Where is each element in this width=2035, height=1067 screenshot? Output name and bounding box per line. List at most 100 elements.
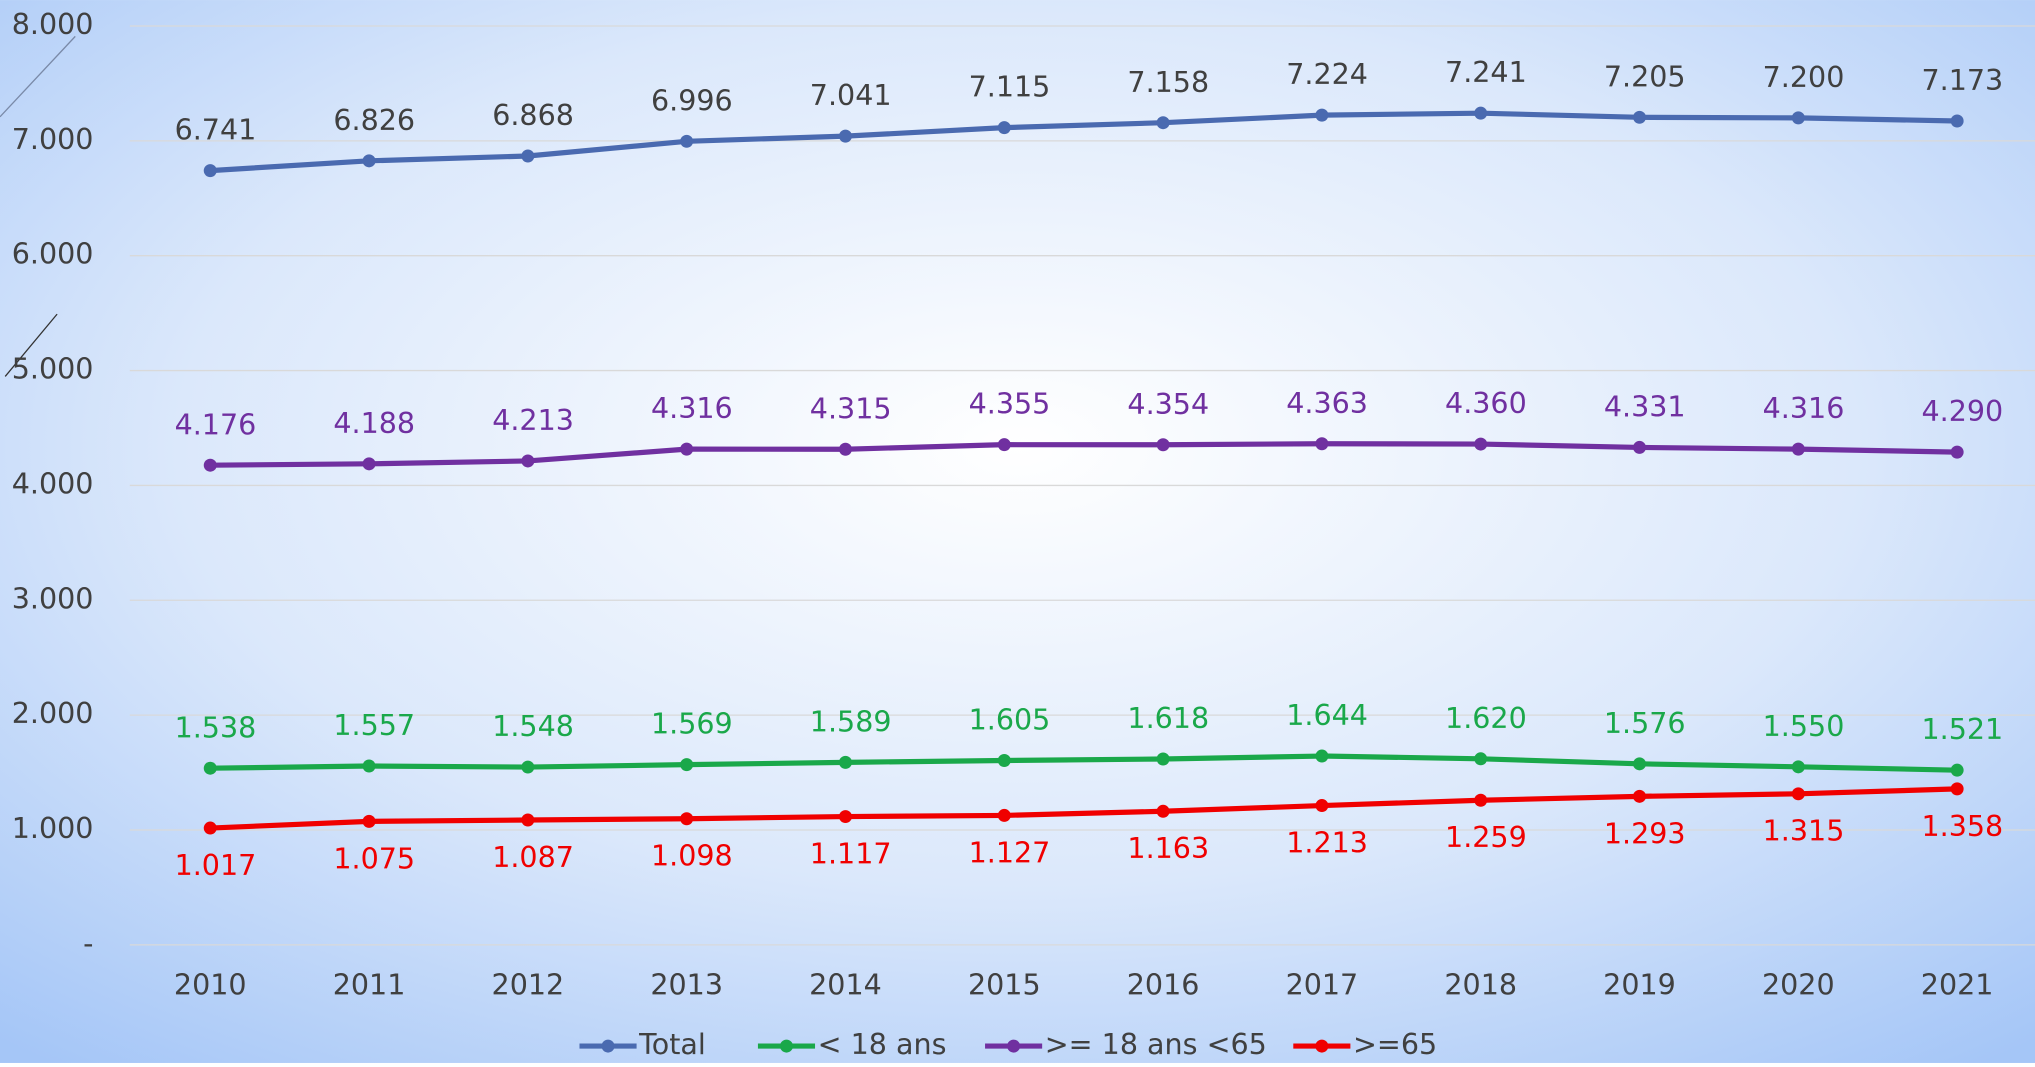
x-tick-label: 2020 [1762, 967, 1835, 1001]
data-point [1156, 804, 1170, 818]
data-label: 7.241 [1445, 55, 1527, 89]
data-label: 1.213 [1286, 825, 1368, 859]
data-label: 7.115 [969, 70, 1051, 104]
data-point [1791, 111, 1805, 125]
data-point [1474, 793, 1488, 807]
data-point [1950, 782, 1964, 796]
data-point [1156, 116, 1170, 130]
data-point [1315, 799, 1329, 813]
data-label: 6.868 [492, 98, 574, 132]
y-tick-label: 7.000 [12, 122, 94, 156]
legend-label: Total [638, 1027, 706, 1061]
data-label: 4.331 [1604, 389, 1686, 423]
data-point [203, 761, 217, 775]
data-point [997, 121, 1011, 135]
data-point [362, 814, 376, 828]
data-label: 1.087 [492, 840, 574, 874]
x-tick-label: 2011 [333, 967, 406, 1001]
data-label: 1.098 [651, 839, 733, 873]
data-label: 7.224 [1286, 57, 1368, 91]
data-point [362, 154, 376, 168]
series-line [210, 786, 1958, 831]
data-label: 1.589 [810, 704, 892, 738]
legend-label: < 18 ans [818, 1027, 947, 1061]
series-line [210, 441, 1958, 468]
data-point [1315, 749, 1329, 763]
data-label: 4.290 [1921, 394, 2003, 428]
x-tick-label: 2018 [1444, 967, 1517, 1001]
data-label: 4.315 [810, 391, 892, 425]
x-tick-label: 2021 [1921, 967, 1994, 1001]
legend-marker [1315, 1039, 1329, 1053]
data-point [1950, 114, 1964, 128]
data-label: 1.576 [1604, 706, 1686, 740]
data-label: 1.358 [1921, 809, 2003, 843]
data-label: 1.569 [651, 707, 733, 741]
data-label: 4.363 [1286, 386, 1368, 420]
data-label: 7.205 [1604, 59, 1686, 93]
data-point [680, 442, 694, 456]
data-point [997, 808, 1011, 822]
data-point [1791, 442, 1805, 456]
data-label: 4.355 [969, 387, 1051, 421]
data-label: 1.127 [969, 835, 1051, 869]
x-tick-label: 2010 [174, 967, 247, 1001]
legend-marker [779, 1039, 793, 1053]
data-label: 1.618 [1127, 701, 1209, 735]
data-point [838, 129, 852, 143]
data-point [680, 134, 694, 148]
data-point [362, 759, 376, 773]
data-point [1950, 445, 1964, 459]
data-label: 4.213 [492, 403, 574, 437]
data-label: 1.538 [175, 710, 257, 744]
legend-marker [1007, 1039, 1021, 1053]
data-label: 7.041 [810, 78, 892, 112]
data-label: 7.173 [1921, 63, 2003, 97]
y-tick-label: 4.000 [12, 466, 94, 500]
legend-label: >= 18 ans <65 [1045, 1027, 1267, 1061]
decoration [4, 313, 58, 377]
x-tick-label: 2019 [1603, 967, 1676, 1001]
data-point [838, 755, 852, 769]
y-tick-label: 8.000 [12, 7, 94, 41]
series-line [210, 753, 1958, 773]
data-label: 1.557 [333, 708, 415, 742]
y-tick-label: 2.000 [12, 696, 94, 730]
data-point [1474, 106, 1488, 120]
y-tick-label: 5.000 [12, 352, 94, 386]
data-point [203, 458, 217, 472]
y-tick-label: 3.000 [12, 581, 94, 615]
data-point [521, 149, 535, 163]
data-point [1950, 763, 1964, 777]
data-label: 6.996 [651, 83, 733, 117]
data-point [1791, 787, 1805, 801]
data-point [1156, 752, 1170, 766]
data-point [1633, 110, 1647, 124]
x-tick-label: 2014 [809, 967, 882, 1001]
x-tick-label: 2013 [650, 967, 723, 1001]
y-tick-label: 1.000 [12, 811, 94, 845]
data-point [1633, 757, 1647, 771]
data-point [362, 457, 376, 471]
data-label: 6.826 [333, 103, 415, 137]
data-point [203, 821, 217, 835]
data-point [1156, 438, 1170, 452]
data-point [1633, 440, 1647, 454]
data-label: 1.075 [333, 841, 415, 875]
data-point [1633, 789, 1647, 803]
data-label: 1.620 [1445, 701, 1527, 735]
data-label: 1.315 [1763, 814, 1845, 848]
data-label: 1.259 [1445, 820, 1527, 854]
x-tick-label: 2017 [1286, 967, 1359, 1001]
data-label: 1.550 [1763, 709, 1845, 743]
series-line [210, 110, 1958, 174]
data-point [521, 813, 535, 827]
y-tick-label: - [83, 926, 93, 960]
data-label: 4.188 [333, 406, 415, 440]
data-label: 7.200 [1763, 60, 1845, 94]
data-point [1474, 752, 1488, 766]
data-point [521, 454, 535, 468]
x-tick-label: 2016 [1127, 967, 1200, 1001]
data-point [997, 754, 1011, 768]
